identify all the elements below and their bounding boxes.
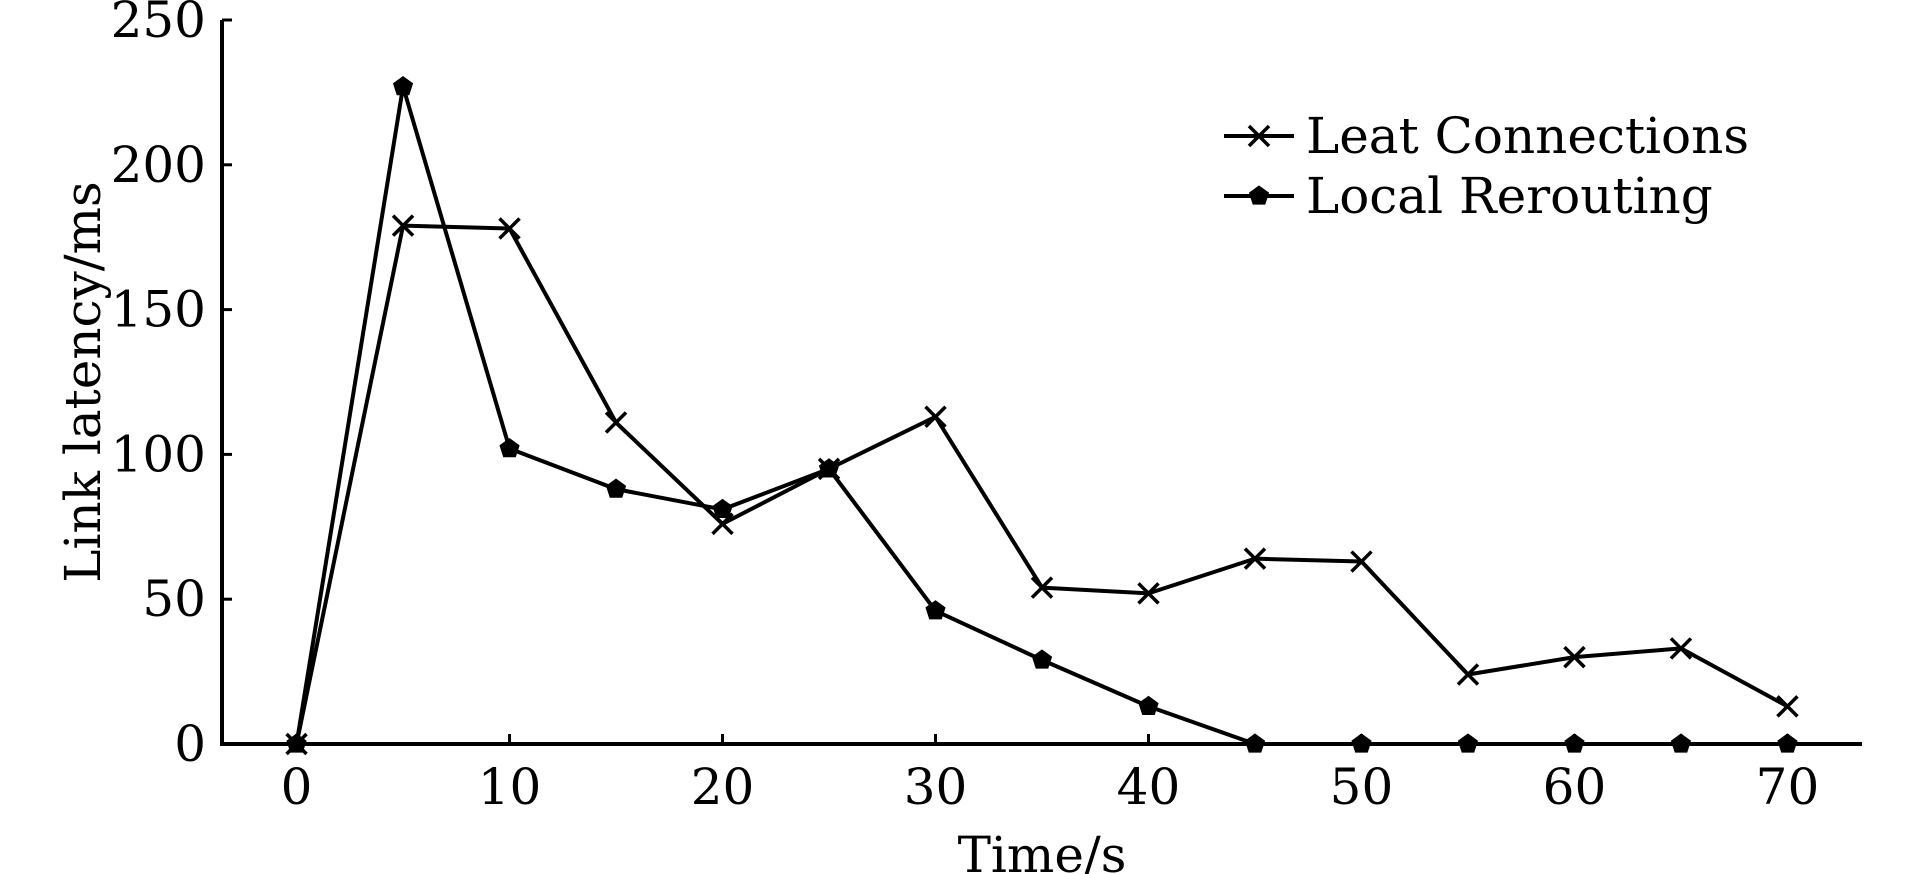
series-2-point-35 <box>1031 649 1053 669</box>
legend-item-2: Local Rerouting <box>1224 167 1713 225</box>
series-2-point-55 <box>1457 733 1479 753</box>
series-1-point-30 <box>924 405 947 428</box>
x-tick-label-70: 70 <box>1756 758 1820 816</box>
x-tick-label-50: 50 <box>1330 758 1394 816</box>
series-1-point-10 <box>498 217 521 240</box>
series-2-point-45 <box>1244 733 1266 753</box>
series-1 <box>285 214 1799 756</box>
series-1-point-40 <box>1137 582 1160 605</box>
series-2-point-0 <box>286 733 307 753</box>
series-1-point-70 <box>1776 695 1799 718</box>
series-1-point-65 <box>1669 637 1693 660</box>
series-2-point-5 <box>392 75 414 96</box>
series-2-point-60 <box>1564 733 1585 753</box>
x-tick-label-10: 10 <box>478 758 542 816</box>
tick-labels: 0 10 20 30 40 50 60 70 0 50 100 150 200 250 <box>111 0 1820 816</box>
y-tick-label-50: 50 <box>142 570 206 628</box>
series-1-point-55 <box>1456 663 1480 686</box>
y-tick-label-200: 200 <box>111 136 206 194</box>
x-tick-label-60: 60 <box>1543 758 1607 816</box>
series-1-point-5 <box>391 214 415 237</box>
legend-label-1: Leat Connections <box>1306 107 1749 165</box>
series-1-point-35 <box>1030 576 1054 599</box>
legend-marker-1 <box>1247 124 1271 148</box>
y-tick-label-250: 250 <box>111 0 206 49</box>
series-2-point-50 <box>1351 733 1372 753</box>
series-2-point-20 <box>712 498 733 519</box>
series-1-point-20 <box>711 512 734 536</box>
y-axis-title: Link latency/ms <box>54 181 112 582</box>
series-2-point-15 <box>605 478 627 498</box>
x-tick-label-20: 20 <box>691 758 755 816</box>
series-layer <box>285 75 1799 756</box>
y-tick-label-100: 100 <box>111 425 206 483</box>
series-1-point-60 <box>1563 645 1586 669</box>
x-axis-title: Time/s <box>958 826 1127 874</box>
x-tick-label-0: 0 <box>281 758 313 816</box>
series-2-point-70 <box>1777 733 1798 753</box>
series-2-point-25 <box>818 458 840 478</box>
series-1-point-45 <box>1243 547 1267 570</box>
series-2-point-10 <box>499 437 520 458</box>
legend-item-1: Leat Connections <box>1224 107 1749 165</box>
x-tick-label-40: 40 <box>1117 758 1181 816</box>
y-tick-label-0: 0 <box>174 715 206 773</box>
y-tick-label-150: 150 <box>111 281 206 339</box>
series-2-point-30 <box>925 600 946 620</box>
x-tick-label-30: 30 <box>904 758 968 816</box>
series-2-point-65 <box>1670 733 1692 753</box>
legend-label-2: Local Rerouting <box>1306 167 1713 225</box>
legend-marker-2 <box>1248 185 1270 205</box>
series-1-point-15 <box>604 411 628 434</box>
series-2-point-40 <box>1138 695 1159 715</box>
series-1-point-50 <box>1350 550 1373 573</box>
ticks <box>222 18 1789 746</box>
series-2 <box>286 75 1798 753</box>
